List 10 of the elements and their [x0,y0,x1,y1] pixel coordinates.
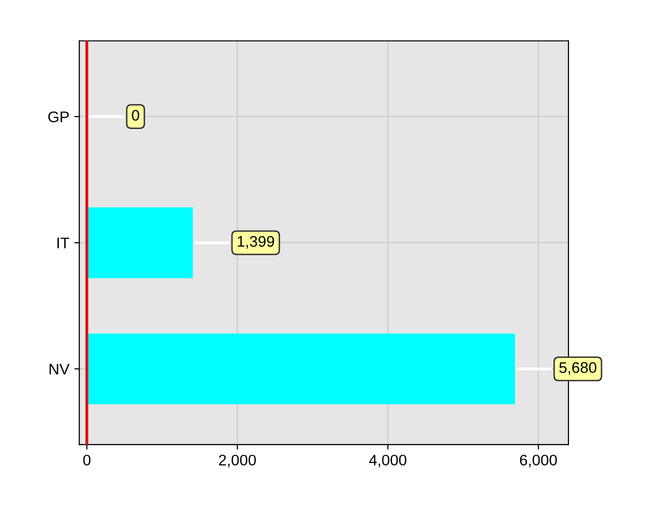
y-tick-label: NV [50,364,70,374]
data-label: 1,399 [238,236,274,249]
x-tick-label: 6,000 [520,454,557,468]
x-tick-label: 0 [83,454,90,466]
y-tick-label: IT [57,238,70,248]
data-label: 0 [132,110,140,121]
data-label: 5,680 [559,362,596,375]
y-tick-label: GP [48,111,69,122]
x-tick-label: 2,000 [219,454,256,468]
x-tick-label: 4,000 [369,454,406,468]
